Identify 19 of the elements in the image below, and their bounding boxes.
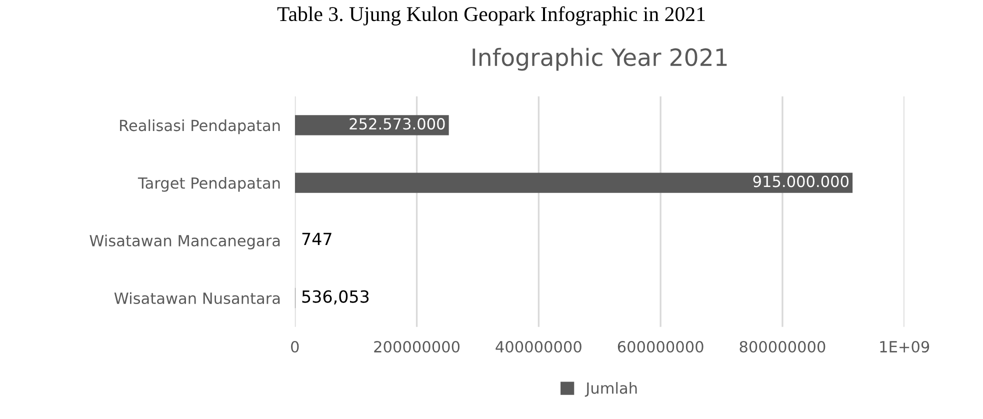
bar — [294, 115, 449, 136]
y-tick-label: Realisasi Pendapatan — [120, 119, 280, 134]
data-label: 747 — [302, 232, 332, 245]
y-tick-label: Wisatawan Nusantara — [114, 292, 280, 304]
x-tick-label: 400000000 — [496, 340, 582, 353]
legend-label: Jumlah — [584, 382, 637, 397]
chart-title: Infographic Year 2021 — [472, 48, 727, 71]
x-tick-label: 200000000 — [374, 340, 460, 353]
bar — [294, 172, 853, 193]
data-label: 536,053 — [302, 290, 369, 305]
x-tick-label: 600000000 — [618, 340, 704, 353]
data-label: 252.573.000 — [350, 118, 445, 130]
y-tick-label: Target Pendapatan — [138, 176, 280, 192]
caption: Table 3. Ujung Kulon Geopark Infographic in 2021 — [277, 6, 705, 26]
x-tick-label: 0 — [291, 340, 299, 353]
y-tick-label: Wisatawan Mancanegara — [90, 234, 280, 250]
x-tick-label: 1E+09 — [880, 340, 930, 353]
data-label: 915.000.000 — [753, 176, 848, 188]
x-tick-label: 800000000 — [740, 340, 826, 353]
